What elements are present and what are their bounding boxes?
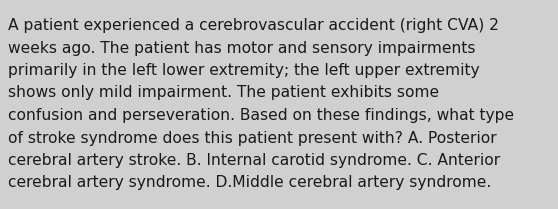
Text: weeks ago. The patient has motor and sensory impairments: weeks ago. The patient has motor and sen… [8, 41, 475, 56]
Text: A patient experienced a cerebrovascular accident (right CVA) 2: A patient experienced a cerebrovascular … [8, 18, 499, 33]
Text: confusion and perseveration. Based on these findings, what type: confusion and perseveration. Based on th… [8, 108, 514, 123]
Text: of stroke syndrome does this patient present with? A. Posterior: of stroke syndrome does this patient pre… [8, 130, 497, 145]
Text: cerebral artery syndrome. D.Middle cerebral artery syndrome.: cerebral artery syndrome. D.Middle cereb… [8, 176, 491, 190]
Text: primarily in the left lower extremity; the left upper extremity: primarily in the left lower extremity; t… [8, 63, 480, 78]
Text: shows only mild impairment. The patient exhibits some: shows only mild impairment. The patient … [8, 85, 439, 101]
Text: cerebral artery stroke. B. Internal carotid syndrome. C. Anterior: cerebral artery stroke. B. Internal caro… [8, 153, 500, 168]
